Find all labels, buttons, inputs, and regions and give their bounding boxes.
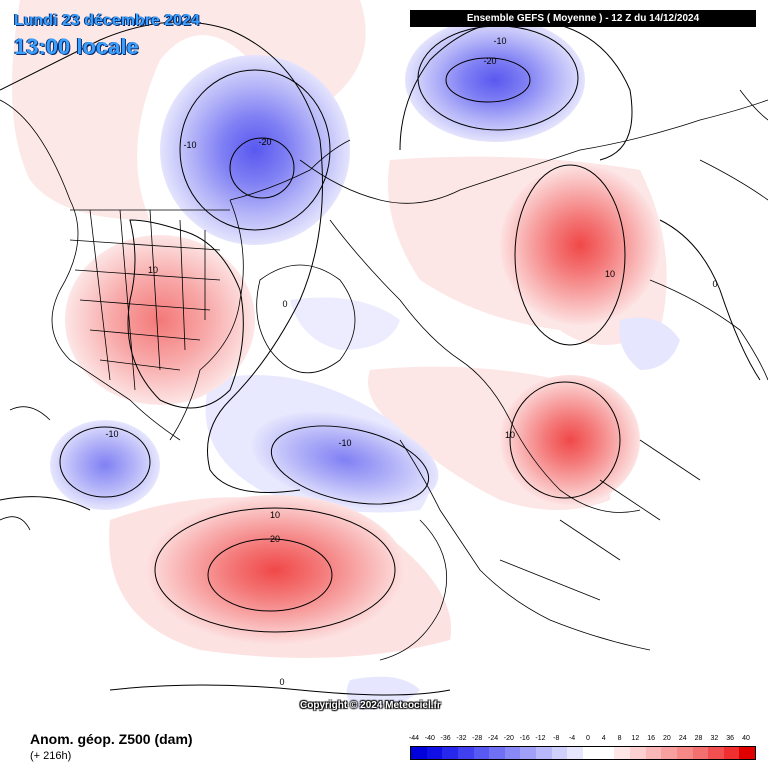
color-scale-labels: -44 -40 -36 -32 -28 -24 -20 -16 -12 -8 -4 0 4 8 12 16 20… <box>409 735 750 745</box>
scale-label: 20 <box>663 735 671 742</box>
scale-swatch <box>504 747 521 759</box>
lead-time: (+ 216h) <box>30 750 72 762</box>
color-scale-bar <box>410 746 756 760</box>
contour-label: -10 <box>183 140 196 150</box>
scale-label: -28 <box>472 735 483 742</box>
scale-swatch <box>457 747 474 759</box>
scale-label: -16 <box>519 735 530 742</box>
contour-label: -10 <box>338 438 351 448</box>
contour-label: -20 <box>483 56 496 66</box>
scale-label: 28 <box>694 735 703 742</box>
scale-label: 0 <box>585 735 590 742</box>
scale-swatch <box>536 747 552 759</box>
contour-label: -10 <box>105 429 118 439</box>
scale-swatch <box>723 747 740 759</box>
scale-swatch <box>442 747 458 759</box>
scale-label: -8 <box>553 735 560 742</box>
model-info-box: Ensemble GEFS ( Moyenne ) - 12 Z du 14/1… <box>410 10 756 27</box>
anomaly-cores <box>50 18 660 645</box>
contour-label: 0 <box>279 677 284 687</box>
scale-swatch <box>551 747 568 759</box>
contour-label: 10 <box>148 265 158 275</box>
scale-swatch <box>411 747 427 759</box>
contour-label: 0 <box>712 279 717 289</box>
scale-swatch <box>583 747 599 759</box>
time-title: 13:00 locale <box>14 34 139 59</box>
scale-label: 16 <box>647 735 656 742</box>
parameter-title: Anom. géop. Z500 (dam) <box>30 731 193 747</box>
scale-swatch <box>739 747 756 759</box>
scale-label: 4 <box>601 735 606 742</box>
contour-label: 20 <box>270 534 280 544</box>
scale-swatch <box>645 747 662 759</box>
scale-swatch <box>426 747 443 759</box>
scale-label: -36 <box>440 735 451 742</box>
coastlines <box>0 89 768 661</box>
scale-label: 12 <box>631 735 640 742</box>
scale-label: -40 <box>424 735 435 742</box>
contour-label: 0 <box>282 299 287 309</box>
contour-label: 10 <box>270 510 280 520</box>
scale-label: 36 <box>726 735 735 742</box>
contour-label: 10 <box>605 269 615 279</box>
scale-label: -12 <box>535 735 546 742</box>
scale-label: 32 <box>710 735 719 742</box>
contour-label: -10 <box>493 36 506 46</box>
scale-label: -24 <box>487 735 499 742</box>
scale-label: -44 <box>408 735 420 742</box>
scale-swatch <box>489 747 505 759</box>
scale-swatch <box>598 747 615 759</box>
scale-swatch <box>661 747 677 759</box>
scale-label: 8 <box>617 735 622 742</box>
scale-label: -20 <box>503 735 514 742</box>
scale-label: -4 <box>568 735 576 742</box>
scale-swatch <box>676 747 693 759</box>
scale-label: 24 <box>678 735 687 742</box>
scale-swatch <box>520 747 537 759</box>
scale-label: -32 <box>456 735 467 742</box>
scale-swatch <box>473 747 490 759</box>
contour-label: -20 <box>258 137 271 147</box>
copyright-text: Copyright © 2024 Meteociel.fr <box>300 700 441 711</box>
scale-swatch <box>614 747 630 759</box>
scale-swatch <box>692 747 709 759</box>
scale-label: 40 <box>742 735 750 742</box>
scale-swatch <box>567 747 584 759</box>
contour-label: 10 <box>505 430 515 440</box>
scale-swatch <box>708 747 724 759</box>
contour-labels: -10 -20 -10 -20 10 0 -10 -10 10 10 0 10 20 0 <box>105 36 717 687</box>
date-title: Lundi 23 décembre 2024 <box>14 12 200 29</box>
scale-swatch <box>629 747 646 759</box>
